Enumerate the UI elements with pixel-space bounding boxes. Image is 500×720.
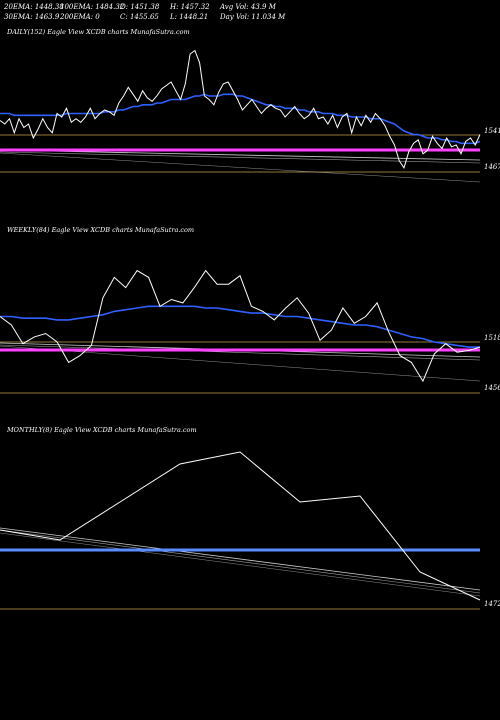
weekly-chart: 1518 1456 [0,269,500,394]
open-stat: O: 1451.38 [120,3,160,11]
high-stat: H: 1457.32 [170,3,210,11]
upper-level-label: 1518 [484,334,500,342]
avg-vol-stat: Avg Vol: 43.9 M [220,3,276,11]
monthly-chart-title: MONTHLY(8) Eagle View XCDB charts Munafa… [7,426,197,434]
level-band [0,548,480,552]
low-stat: L: 1448.21 [170,13,209,21]
moving-average-line-3 [0,532,481,597]
price-line [0,451,481,601]
ema-line [0,305,480,348]
lower-level-label: 1472 [484,600,500,608]
monthly-chart: 1472 [0,451,500,610]
moving-average-line-3 [0,152,481,183]
ema30-stat: 30EMA: 1463.9 [4,13,60,21]
lower-level-label: 1456 [484,384,500,392]
ema200-stat: 200EMA: 0 [60,13,100,21]
day-vol-stat: Day Vol: 11.034 M [220,13,286,21]
price-line [0,269,481,383]
level-band [0,148,480,152]
ema100-stat: 100EMA: 1484.32 [60,3,125,11]
moving-average-line [0,527,481,591]
close-stat: C: 1455.65 [120,13,159,21]
lower-level-label: 1467 [484,163,500,171]
level-band [0,348,480,352]
moving-average-line-3 [0,345,481,382]
weekly-chart-title: WEEKLY(84) Eagle View XCDB charts Munafa… [7,226,195,234]
moving-average-line [0,149,481,161]
daily-chart-title: DAILY(152) Eagle View XCDB charts Munafa… [7,28,190,36]
price-line [0,49,481,169]
moving-average-line-2 [0,344,481,361]
ema20-stat: 20EMA: 1448.38 [4,3,64,11]
ema-line [0,93,481,145]
moving-average-line-2 [0,529,481,594]
